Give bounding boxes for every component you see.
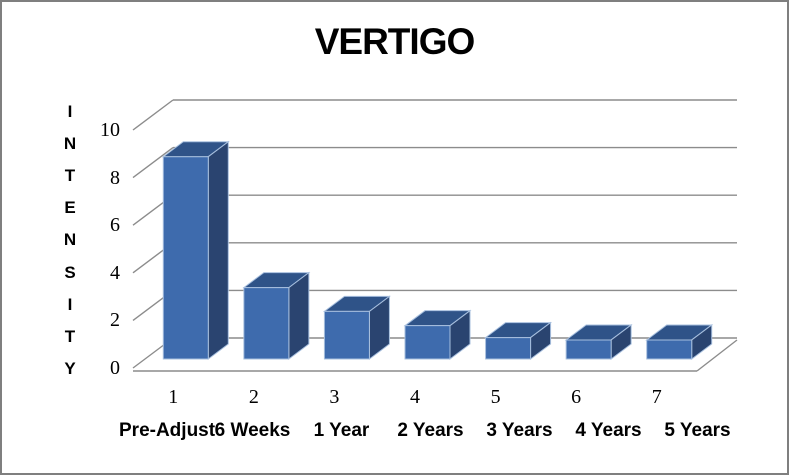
- y-tick-label: 0: [110, 357, 120, 379]
- bar-front-face: [404, 325, 451, 360]
- y-axis-title-letter: I: [67, 102, 73, 121]
- bar-front-face: [565, 339, 612, 360]
- x-tick-label: 3: [329, 386, 340, 408]
- floor-right-edge: [696, 339, 738, 372]
- x-category-label: 2 Years: [397, 420, 464, 441]
- x-category-label: 1 Year: [313, 420, 370, 441]
- y-axis-title-letter: S: [64, 262, 76, 282]
- gridline-depth-tick: [132, 147, 174, 179]
- x-tick-label: 7: [651, 386, 662, 408]
- y-tick-label: 10: [100, 119, 120, 141]
- y-axis-title-letter: N: [63, 134, 77, 154]
- y-axis-title-letter: Y: [64, 358, 76, 378]
- bar-front-face: [162, 156, 209, 360]
- y-tick-label: 4: [110, 261, 120, 284]
- y-axis-title-letter: T: [64, 326, 76, 346]
- x-tick-label: 4: [409, 386, 420, 408]
- y-tick-label: 8: [110, 166, 120, 189]
- x-tick-label: 2: [248, 386, 259, 408]
- bar-side-face: [288, 271, 310, 360]
- bar-front-face: [646, 339, 693, 360]
- bar-front-face: [243, 287, 290, 360]
- x-category-label: 5 Years: [664, 420, 731, 441]
- y-tick-label: 6: [110, 214, 120, 237]
- bar-front-face: [485, 337, 532, 360]
- x-tick-label: 1: [168, 386, 179, 408]
- x-category-label: 4 Years: [575, 420, 642, 441]
- x-category-label: 3 Years: [486, 420, 553, 441]
- y-tick-label: 2: [110, 309, 120, 332]
- y-axis-title-letter: T: [64, 166, 76, 186]
- chart-title: VERTIGO: [314, 21, 476, 62]
- x-tick-label: 5: [490, 386, 501, 408]
- y-axis-title-letter: I: [67, 294, 73, 314]
- bar-side-face: [207, 140, 229, 360]
- x-category-label: Pre-Adjust: [119, 420, 216, 441]
- gridline-depth-tick: [132, 99, 174, 131]
- y-axis-title-letter: N: [63, 230, 77, 250]
- x-category-label: 6 Weeks: [214, 420, 291, 441]
- x-tick-label: 6: [571, 386, 582, 408]
- bar-front-face: [323, 310, 370, 360]
- y-axis-title-letter: E: [64, 198, 76, 218]
